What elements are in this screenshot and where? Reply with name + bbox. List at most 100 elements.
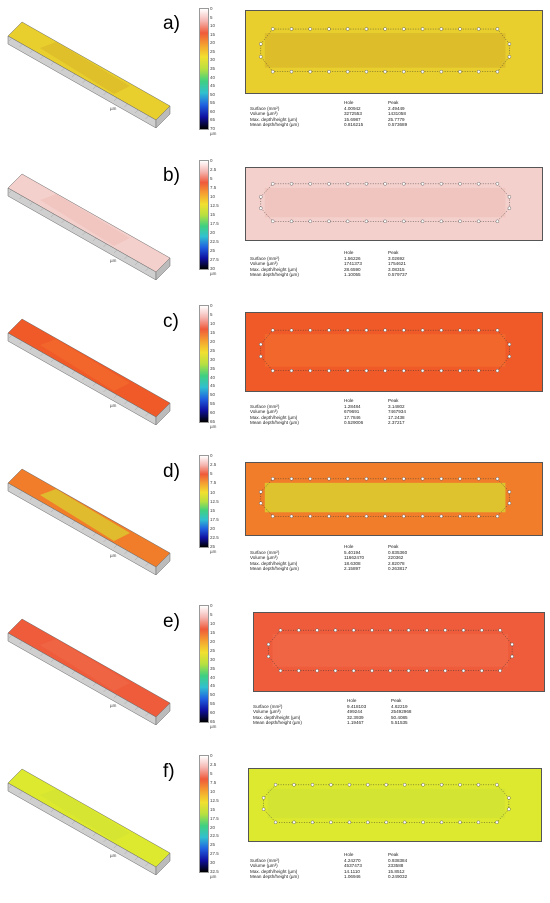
hole-value: 1.10055 xyxy=(344,272,361,278)
stats-row-label: Surface (mm²) xyxy=(250,105,280,111)
hole-value: 0.816215 xyxy=(344,122,364,128)
color-scale-tick: 7.5 xyxy=(210,184,217,190)
axis-unit-label: µm xyxy=(110,553,117,558)
stats-row: Surface (mm²) 1.56226 3.02692 xyxy=(250,256,432,262)
color-scale-tick: 55 xyxy=(210,100,216,106)
color-scale-tick: 25 xyxy=(210,842,216,848)
col-peak-header: Peak xyxy=(388,100,399,105)
color-scale-tick: 50 xyxy=(210,91,216,97)
color-scale-bar xyxy=(199,160,209,270)
panel-e: µm 0 5 10 15 20 25 30 35 40 45 50 55 60 65 µm e) Hole Peak… xyxy=(0,603,550,745)
hole-value: 11662470 xyxy=(344,555,365,561)
color-scale-bar xyxy=(199,8,209,130)
color-scale-tick: 15 xyxy=(210,507,216,513)
color-scale-tick: 45 xyxy=(210,383,216,389)
peak-value: 1754621 xyxy=(388,261,406,267)
color-scale-tick: 25 xyxy=(210,247,216,253)
color-scale-tick: 0 xyxy=(210,603,213,608)
stats-row: Surface (mm²) 5.40194 0.835360 xyxy=(250,550,432,556)
stats-row-label: Max. depth/height (µm) xyxy=(250,116,298,122)
color-scale-tick: 7.5 xyxy=(210,480,217,486)
panel-label: d) xyxy=(163,461,180,482)
color-scale-tick: 0 xyxy=(210,158,213,163)
stats-row: Max. depth/height (µm) 18.6308 2.82078 xyxy=(250,561,432,567)
stats-row: Volume (µm³) 679691 7467934 xyxy=(250,409,432,415)
col-hole-header: Hole xyxy=(344,852,354,857)
color-scale-tick: 50 xyxy=(210,692,216,698)
color-scale: 0 5 10 15 20 25 30 35 40 45 50 55 60 65 µm xyxy=(193,603,223,740)
stats-row: Mean depth/height (µm) 2.15897 0.263817 xyxy=(250,566,432,572)
color-scale-unit: µm xyxy=(210,724,217,730)
stats-row-label: Mean depth/height (µm) xyxy=(250,122,299,128)
stats-row: Volume (µm³) 3272553 1431058 xyxy=(250,111,432,117)
stats-row-label: Volume (µm³) xyxy=(250,555,278,561)
color-scale-tick: 0 xyxy=(210,453,213,458)
stats-row-label: Max. depth/height (µm) xyxy=(250,266,298,272)
peak-value: 220362 xyxy=(388,555,404,561)
panel-c: µm 0 5 10 15 20 25 30 35 40 45 50 55 60 65 µm c) Hole Peak… xyxy=(0,303,550,445)
color-scale-tick: 25 xyxy=(210,347,216,353)
color-scale-bar xyxy=(199,305,209,424)
color-scale-tick: 10 xyxy=(210,23,216,29)
stats-row-label: Mean depth/height (µm) xyxy=(250,874,299,880)
color-scale-tick: 7.5 xyxy=(210,779,217,785)
color-scale-tick: 20 xyxy=(210,229,216,235)
color-scale-tick: 5 xyxy=(210,611,213,617)
col-hole-header: Hole xyxy=(347,698,357,703)
peak-value: 1431058 xyxy=(388,111,406,117)
peak-value: 0.249032 xyxy=(388,874,408,880)
color-scale-tick: 10 xyxy=(210,193,216,199)
color-scale-tick: 32.5 xyxy=(210,869,219,875)
peak-value: 3.02692 xyxy=(388,255,405,261)
surface-3d-view xyxy=(7,768,171,875)
peak-value: 2.82078 xyxy=(388,560,405,566)
stats-table: Hole Peak Surface (mm²) 1.56226 3.02692 Volum… xyxy=(250,250,432,278)
stats-row-label: Volume (µm³) xyxy=(250,261,278,267)
color-scale-tick: 17.5 xyxy=(210,815,219,821)
color-scale-tick: 27.5 xyxy=(210,256,219,262)
color-scale-tick: 40 xyxy=(210,374,216,380)
stats-row-label: Surface (mm²) xyxy=(250,857,280,863)
hole-value: 18.6308 xyxy=(344,560,361,566)
color-scale-tick: 12.5 xyxy=(210,498,219,504)
hole-value: 1.28484 xyxy=(344,403,361,409)
axis-unit-label: µm xyxy=(110,106,117,111)
axis-unit-label: µm xyxy=(110,403,117,408)
hole-value: 1.06946 xyxy=(344,874,361,880)
color-scale-tick: 22.5 xyxy=(210,535,219,541)
color-scale-unit: µm xyxy=(210,270,217,276)
stats-row: Mean depth/height (µm) 1.10055 0.579737 xyxy=(250,272,432,278)
peak-value: 2.37217 xyxy=(388,420,405,426)
axis-unit-label: µm xyxy=(110,258,117,263)
color-scale-tick: 5 xyxy=(210,14,213,20)
col-peak-header: Peak xyxy=(388,852,399,857)
color-scale-tick: 30 xyxy=(210,860,216,866)
stats-row-label: Volume (µm³) xyxy=(250,863,278,869)
color-scale-unit: µm xyxy=(210,424,217,430)
color-scale-tick: 17.5 xyxy=(210,220,219,226)
color-scale: 0 5 10 15 20 25 30 35 40 45 50 55 60 65 70 µm xyxy=(193,6,223,143)
stats-row: Volume (µm³) 4537473 233588 xyxy=(250,863,432,869)
stats-row: Max. depth/height (µm) 15.6987 25.7779 xyxy=(250,117,432,123)
col-peak-header: Peak xyxy=(388,398,399,403)
color-scale-tick: 15 xyxy=(210,806,216,812)
color-scale-tick: 17.5 xyxy=(210,516,219,522)
color-scale-tick: 22.5 xyxy=(210,833,219,839)
color-scale-tick: 2.5 xyxy=(210,462,217,468)
color-scale-tick: 2.5 xyxy=(210,166,217,172)
peak-value: 0.835360 xyxy=(388,549,408,555)
peak-value: 0.938384 xyxy=(388,857,408,863)
color-scale-tick: 60 xyxy=(210,710,216,716)
color-scale-tick: 2.5 xyxy=(210,761,217,767)
color-scale-tick: 0 xyxy=(210,303,213,308)
peak-value: 5.51535 xyxy=(391,720,408,726)
color-scale-tick: 35 xyxy=(210,665,216,671)
stats-row-label: Surface (mm²) xyxy=(253,703,283,709)
color-scale-tick: 15 xyxy=(210,211,216,217)
panel-label: a) xyxy=(163,13,180,34)
surface-2d-map xyxy=(245,462,543,536)
color-scale: 0 2.5 5 7.5 10 12.5 15 17.5 20 22.5 25 27.5 30 µm xyxy=(193,158,223,295)
col-peak-header: Peak xyxy=(391,698,402,703)
stats-row-label: Surface (mm²) xyxy=(250,549,280,555)
stats-row-label: Mean depth/height (µm) xyxy=(253,720,302,726)
